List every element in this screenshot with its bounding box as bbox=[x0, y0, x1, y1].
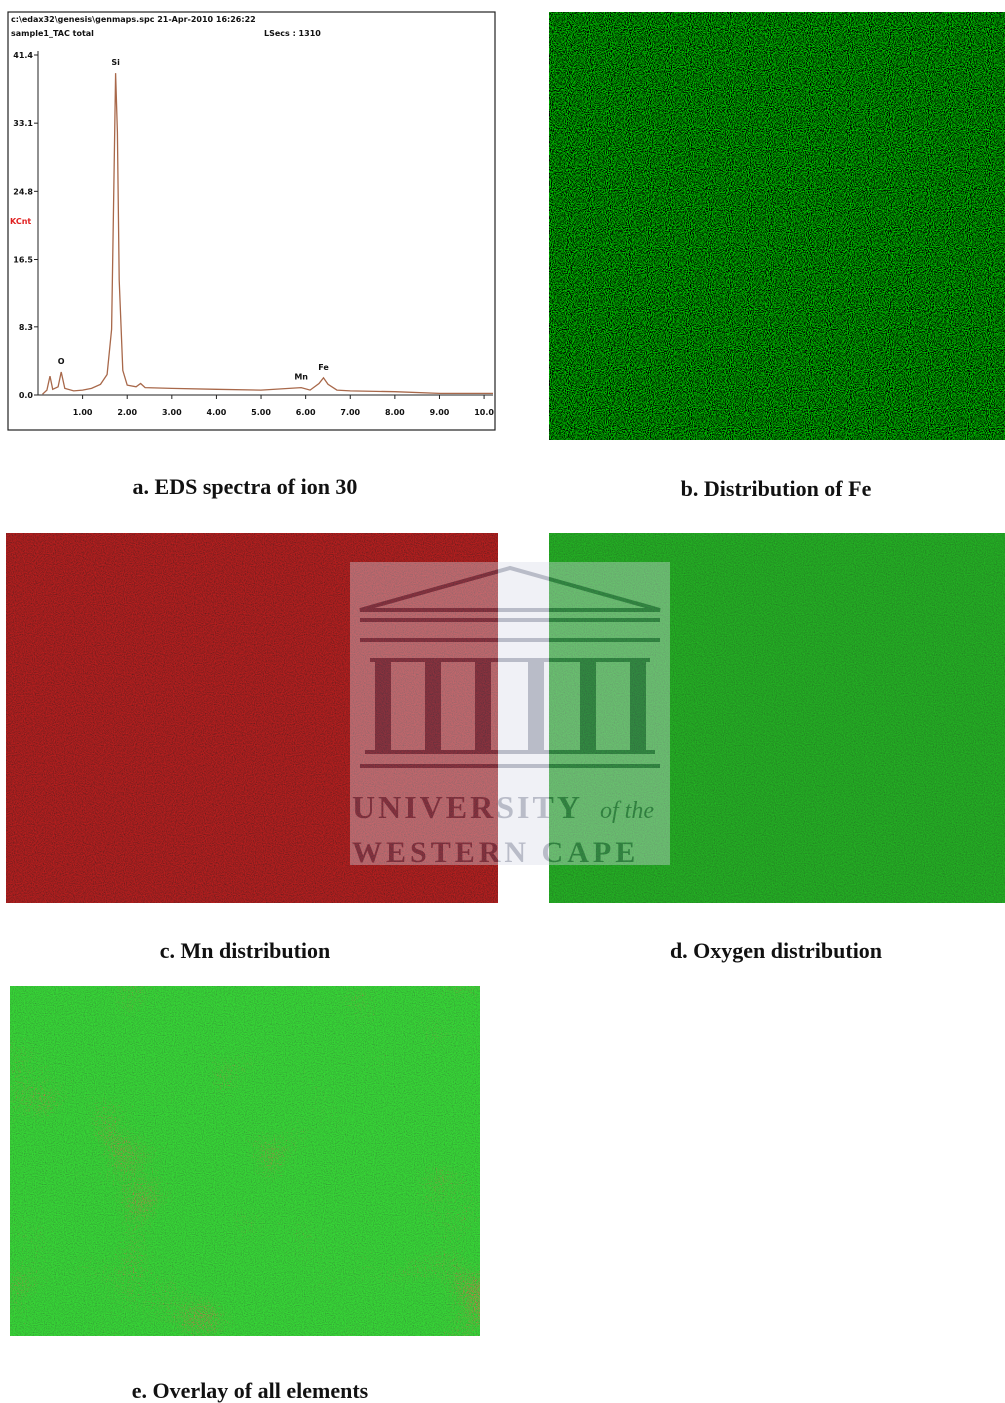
y-tick-label: 33.1 bbox=[13, 119, 33, 128]
x-tick-label: 4.00 bbox=[207, 408, 227, 417]
y-axis-label: KCnt bbox=[10, 217, 31, 226]
y-tick-label: 8.3 bbox=[19, 323, 33, 332]
peak-label: Si bbox=[111, 58, 120, 67]
caption: a. EDS spectra of ion 30 bbox=[133, 474, 358, 499]
fe-map bbox=[549, 12, 1005, 440]
watermark-text: of the bbox=[600, 798, 654, 824]
watermark-text: UNIVERSITY bbox=[352, 789, 583, 825]
x-tick-label: 3.00 bbox=[162, 408, 182, 417]
lsecs: LSecs : 1310 bbox=[264, 29, 321, 38]
x-tick-label: 5.00 bbox=[251, 408, 271, 417]
x-tick-label: 10.0 bbox=[474, 408, 494, 417]
x-tick-label: 6.00 bbox=[296, 408, 316, 417]
x-tick-label: 9.00 bbox=[430, 408, 450, 417]
caption: e. Overlay of all elements bbox=[132, 1378, 369, 1403]
x-tick-label: 2.00 bbox=[117, 408, 137, 417]
spectrum-frame bbox=[8, 12, 495, 430]
page: c:\edax32\genesis\genmaps.spc 21-Apr-201… bbox=[0, 0, 1005, 1403]
x-tick-label: 1.00 bbox=[73, 408, 93, 417]
x-tick-label: 7.00 bbox=[340, 408, 360, 417]
overlay-map-red bbox=[10, 986, 480, 1336]
caption: c. Mn distribution bbox=[160, 938, 331, 963]
spectrum-header: c:\edax32\genesis\genmaps.spc 21-Apr-201… bbox=[11, 15, 256, 24]
peak-label: O bbox=[58, 357, 65, 366]
peak-label: Fe bbox=[318, 363, 329, 372]
watermark-text: WESTERN CAPE bbox=[352, 836, 639, 869]
y-tick-label: 0.0 bbox=[19, 391, 34, 400]
x-tick-label: 8.00 bbox=[385, 408, 405, 417]
peak-label: Mn bbox=[294, 373, 308, 382]
caption: d. Oxygen distribution bbox=[670, 938, 882, 963]
caption: b. Distribution of Fe bbox=[681, 476, 872, 501]
watermark: UNIVERSITY of the WESTERN CAPE bbox=[350, 562, 670, 869]
y-tick-label: 16.5 bbox=[13, 255, 33, 264]
y-tick-label: 24.8 bbox=[13, 187, 33, 196]
y-tick-label: 41.4 bbox=[13, 51, 33, 60]
spectrum-header: sample1_TAC total bbox=[11, 29, 94, 38]
